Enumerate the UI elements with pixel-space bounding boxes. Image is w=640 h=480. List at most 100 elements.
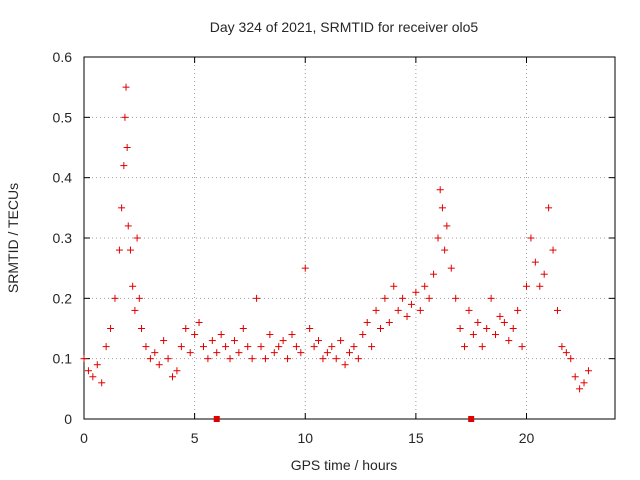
x-tick-label: 0 bbox=[80, 430, 88, 446]
axis-ticks bbox=[83, 56, 615, 420]
data-point bbox=[500, 318, 508, 326]
data-point bbox=[487, 294, 495, 302]
data-point bbox=[235, 349, 243, 357]
y-tick-label: 0.5 bbox=[53, 109, 73, 125]
data-point bbox=[199, 343, 207, 351]
data-point bbox=[151, 349, 159, 357]
data-point bbox=[226, 355, 234, 363]
data-point bbox=[120, 162, 128, 170]
data-point bbox=[372, 306, 380, 314]
data-point bbox=[441, 246, 449, 254]
x-tick-label: 15 bbox=[408, 430, 424, 446]
data-point bbox=[122, 83, 130, 91]
y-tick-label: 0.3 bbox=[53, 230, 73, 246]
data-point bbox=[536, 282, 544, 290]
data-point bbox=[385, 318, 393, 326]
data-point bbox=[102, 343, 110, 351]
data-point bbox=[337, 337, 345, 345]
data-point bbox=[121, 113, 129, 121]
data-point bbox=[381, 294, 389, 302]
grid bbox=[84, 57, 615, 419]
data-point bbox=[452, 294, 460, 302]
data-point bbox=[160, 337, 168, 345]
data-point bbox=[131, 306, 139, 314]
data-point bbox=[447, 264, 455, 272]
data-point bbox=[244, 343, 252, 351]
data-point bbox=[115, 246, 123, 254]
data-point bbox=[253, 294, 261, 302]
data-point bbox=[98, 379, 106, 387]
y-tick-label: 0.2 bbox=[53, 290, 73, 306]
data-point bbox=[169, 373, 176, 381]
data-point bbox=[518, 343, 526, 351]
data-point bbox=[354, 355, 362, 363]
data-point bbox=[425, 294, 433, 302]
data-point bbox=[306, 325, 314, 332]
data-point bbox=[310, 343, 318, 351]
y-tick-label: 0.6 bbox=[53, 49, 73, 65]
data-point bbox=[270, 349, 278, 357]
x-tick-labels: 0 5 10 15 20 bbox=[80, 430, 534, 446]
data-point bbox=[531, 258, 539, 266]
data-point bbox=[332, 355, 340, 363]
data-point bbox=[315, 337, 323, 345]
data-point bbox=[204, 355, 212, 363]
data-point bbox=[84, 367, 92, 375]
data-point bbox=[359, 331, 367, 339]
data-point bbox=[146, 355, 154, 363]
data-point bbox=[208, 337, 216, 345]
data-point bbox=[571, 373, 579, 381]
data-point bbox=[567, 355, 575, 363]
data-point bbox=[248, 355, 256, 363]
data-point bbox=[461, 343, 469, 351]
data-point bbox=[456, 325, 464, 332]
data-point bbox=[124, 222, 132, 230]
data-point bbox=[261, 355, 269, 363]
data-point bbox=[576, 385, 584, 393]
data-point bbox=[492, 331, 500, 339]
data-point bbox=[155, 361, 163, 369]
data-point bbox=[390, 282, 398, 290]
data-point bbox=[182, 325, 190, 332]
data-point bbox=[558, 343, 566, 351]
data-point bbox=[80, 355, 88, 363]
data-point bbox=[142, 343, 150, 351]
data-point bbox=[213, 349, 221, 357]
data-point bbox=[527, 234, 535, 242]
data-point bbox=[111, 294, 119, 302]
data-point bbox=[230, 337, 238, 345]
data-point bbox=[399, 294, 407, 302]
data-point bbox=[257, 343, 265, 351]
data-point bbox=[118, 204, 126, 212]
data-point bbox=[434, 234, 442, 242]
data-point bbox=[509, 325, 517, 332]
data-point bbox=[341, 361, 349, 369]
data-point bbox=[350, 343, 358, 351]
data-point bbox=[483, 325, 491, 332]
data-point bbox=[173, 367, 181, 375]
data-point bbox=[217, 331, 225, 339]
data-point bbox=[292, 343, 300, 351]
data-point bbox=[545, 204, 553, 212]
data-point bbox=[191, 331, 199, 339]
data-point bbox=[584, 367, 592, 375]
data-point bbox=[514, 306, 522, 314]
chart-title: Day 324 of 2021, SRMTID for receiver olo… bbox=[210, 19, 479, 35]
x-tick-label: 10 bbox=[297, 430, 313, 446]
data-point bbox=[469, 331, 477, 339]
plot-frame bbox=[83, 56, 616, 420]
baseline-marker bbox=[468, 416, 475, 422]
data-point bbox=[133, 234, 141, 242]
y-tick-label: 0 bbox=[64, 411, 72, 427]
data-point bbox=[195, 318, 203, 326]
y-tick-label: 0.4 bbox=[53, 170, 73, 186]
data-point bbox=[474, 318, 482, 326]
data-point bbox=[421, 282, 429, 290]
data-point bbox=[553, 306, 561, 314]
data-point bbox=[89, 373, 97, 381]
data-point bbox=[496, 312, 504, 320]
baseline-marker bbox=[213, 416, 220, 422]
data-point bbox=[443, 222, 451, 230]
data-point bbox=[135, 294, 143, 302]
data-point bbox=[297, 349, 305, 357]
